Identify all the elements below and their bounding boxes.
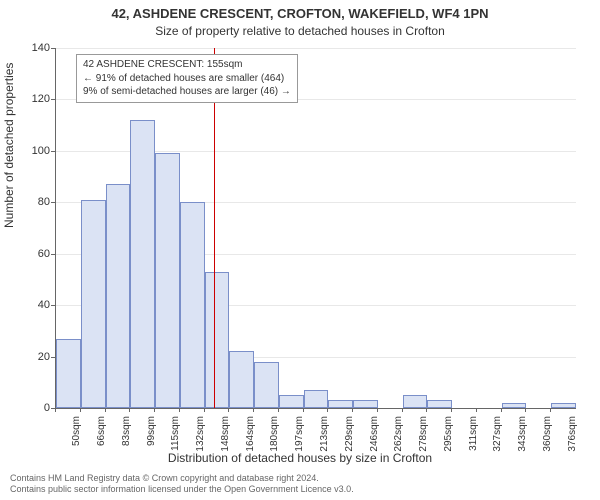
histogram-bar <box>279 395 304 408</box>
xtick-label: 148sqm <box>220 416 231 456</box>
xtick-label: 343sqm <box>517 416 528 456</box>
footer-line2: Contains public sector information licen… <box>10 484 354 496</box>
histogram-bar <box>304 390 329 408</box>
xtick-label: 164sqm <box>245 416 256 456</box>
y-axis-label: Number of detached properties <box>2 63 16 228</box>
xtick <box>154 408 155 412</box>
chart-container: 42, ASHDENE CRESCENT, CROFTON, WAKEFIELD… <box>0 0 600 500</box>
histogram-bar <box>353 400 378 408</box>
xtick <box>55 408 56 412</box>
histogram-bar <box>81 200 106 408</box>
xtick <box>105 408 106 412</box>
xtick-label: 360sqm <box>542 416 553 456</box>
gridline <box>56 48 576 49</box>
xtick-label: 246sqm <box>369 416 380 456</box>
xtick-label: 197sqm <box>294 416 305 456</box>
footer-attribution: Contains HM Land Registry data © Crown c… <box>10 473 354 496</box>
xtick <box>327 408 328 412</box>
xtick-label: 376sqm <box>567 416 578 456</box>
xtick <box>402 408 403 412</box>
marker-annotation: 42 ASHDENE CRESCENT: 155sqm ← 91% of det… <box>76 54 298 103</box>
xtick <box>204 408 205 412</box>
chart-title-sub: Size of property relative to detached ho… <box>0 24 600 38</box>
annotation-line1: 42 ASHDENE CRESCENT: 155sqm <box>83 58 291 72</box>
xtick-label: 132sqm <box>195 416 206 456</box>
histogram-bar <box>130 120 155 408</box>
ytick <box>51 151 55 152</box>
xtick <box>303 408 304 412</box>
ytick <box>51 202 55 203</box>
ytick-label: 20 <box>20 351 50 363</box>
xtick-label: 262sqm <box>393 416 404 456</box>
histogram-bar <box>328 400 353 408</box>
xtick <box>228 408 229 412</box>
ytick-label: 40 <box>20 299 50 311</box>
xtick <box>179 408 180 412</box>
ytick <box>51 357 55 358</box>
ytick-label: 80 <box>20 196 50 208</box>
xtick-label: 83sqm <box>121 416 132 456</box>
xtick-label: 213sqm <box>319 416 330 456</box>
histogram-bar <box>502 403 527 408</box>
histogram-bar <box>56 339 81 408</box>
ytick-label: 100 <box>20 145 50 157</box>
xtick <box>525 408 526 412</box>
histogram-bar <box>229 351 254 408</box>
xtick-label: 327sqm <box>492 416 503 456</box>
chart-title-main: 42, ASHDENE CRESCENT, CROFTON, WAKEFIELD… <box>0 6 600 21</box>
histogram-bar <box>403 395 428 408</box>
xtick <box>501 408 502 412</box>
xtick-label: 50sqm <box>71 416 82 456</box>
histogram-bar <box>551 403 576 408</box>
xtick-label: 278sqm <box>418 416 429 456</box>
annotation-line2: ← 91% of detached houses are smaller (46… <box>83 72 291 86</box>
ytick-label: 60 <box>20 248 50 260</box>
ytick-label: 120 <box>20 93 50 105</box>
xtick <box>352 408 353 412</box>
footer-line1: Contains HM Land Registry data © Crown c… <box>10 473 354 485</box>
xtick <box>253 408 254 412</box>
ytick <box>51 305 55 306</box>
histogram-bar <box>155 153 180 408</box>
histogram-bar <box>254 362 279 408</box>
annotation-line3: 9% of semi-detached houses are larger (4… <box>83 85 291 99</box>
histogram-bar <box>205 272 230 408</box>
xtick-label: 311sqm <box>468 416 479 456</box>
histogram-bar <box>427 400 452 408</box>
xtick <box>129 408 130 412</box>
plot-area: 42 ASHDENE CRESCENT: 155sqm ← 91% of det… <box>55 48 576 409</box>
histogram-bar <box>106 184 131 408</box>
xtick <box>278 408 279 412</box>
ytick <box>51 99 55 100</box>
xtick <box>476 408 477 412</box>
xtick-label: 180sqm <box>269 416 280 456</box>
ytick-label: 0 <box>20 402 50 414</box>
xtick <box>451 408 452 412</box>
ytick <box>51 48 55 49</box>
ytick-label: 140 <box>20 42 50 54</box>
xtick <box>377 408 378 412</box>
histogram-bar <box>180 202 205 408</box>
xtick-label: 295sqm <box>443 416 454 456</box>
xtick <box>426 408 427 412</box>
ytick <box>51 254 55 255</box>
xtick <box>550 408 551 412</box>
xtick-label: 99sqm <box>146 416 157 456</box>
xtick-label: 115sqm <box>170 416 181 456</box>
xtick-label: 229sqm <box>344 416 355 456</box>
xtick-label: 66sqm <box>96 416 107 456</box>
xtick <box>80 408 81 412</box>
